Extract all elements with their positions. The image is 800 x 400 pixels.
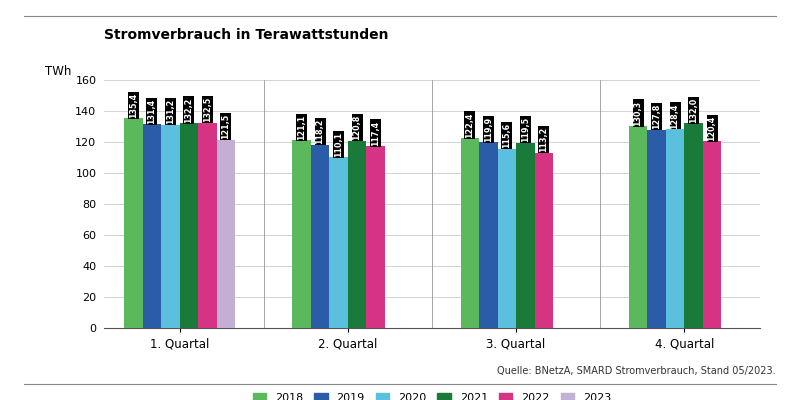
Text: 115,6: 115,6 bbox=[502, 123, 511, 148]
Bar bbox=[124, 118, 142, 328]
Bar bbox=[479, 142, 498, 328]
Text: 121,5: 121,5 bbox=[222, 114, 230, 139]
Legend: 2018, 2019, 2020, 2021, 2022, 2023: 2018, 2019, 2020, 2021, 2022, 2023 bbox=[248, 388, 616, 400]
Bar bbox=[330, 157, 348, 328]
Text: 121,1: 121,1 bbox=[297, 114, 306, 140]
Text: Quelle: BNetzA, SMARD Stromverbrauch, Stand 05/2023.: Quelle: BNetzA, SMARD Stromverbrauch, St… bbox=[498, 366, 776, 376]
Bar bbox=[647, 130, 666, 328]
Bar bbox=[217, 140, 235, 328]
Bar bbox=[311, 145, 330, 328]
Bar bbox=[516, 143, 534, 328]
Bar bbox=[161, 125, 180, 328]
Text: 131,2: 131,2 bbox=[166, 99, 175, 124]
Text: 120,8: 120,8 bbox=[353, 115, 362, 140]
Text: TWh: TWh bbox=[45, 65, 71, 78]
Text: 132,5: 132,5 bbox=[203, 97, 212, 122]
Text: 130,3: 130,3 bbox=[634, 100, 642, 126]
Text: 127,8: 127,8 bbox=[652, 104, 661, 130]
Text: 119,9: 119,9 bbox=[484, 116, 493, 142]
Bar bbox=[348, 141, 366, 328]
Bar bbox=[180, 123, 198, 328]
Bar bbox=[292, 140, 311, 328]
Bar bbox=[684, 123, 703, 328]
Bar bbox=[666, 129, 684, 328]
Bar bbox=[498, 149, 516, 328]
Bar bbox=[366, 146, 385, 328]
Text: 120,4: 120,4 bbox=[707, 116, 717, 141]
Text: 118,2: 118,2 bbox=[316, 119, 325, 144]
Text: 117,4: 117,4 bbox=[371, 120, 380, 146]
Text: 135,4: 135,4 bbox=[129, 92, 138, 118]
Text: 113,2: 113,2 bbox=[539, 127, 548, 152]
Text: Stromverbrauch in Terawattstunden: Stromverbrauch in Terawattstunden bbox=[104, 28, 389, 42]
Bar bbox=[703, 141, 722, 328]
Text: 110,1: 110,1 bbox=[334, 132, 343, 157]
Text: 131,4: 131,4 bbox=[147, 99, 157, 124]
Text: 122,4: 122,4 bbox=[466, 112, 474, 138]
Text: 132,2: 132,2 bbox=[185, 97, 194, 123]
Bar bbox=[142, 124, 161, 328]
Bar bbox=[198, 123, 217, 328]
Bar bbox=[629, 126, 647, 328]
Text: 132,0: 132,0 bbox=[689, 98, 698, 123]
Bar bbox=[461, 138, 479, 328]
Bar bbox=[534, 152, 553, 328]
Text: 128,4: 128,4 bbox=[670, 103, 679, 128]
Text: 119,5: 119,5 bbox=[521, 117, 530, 142]
